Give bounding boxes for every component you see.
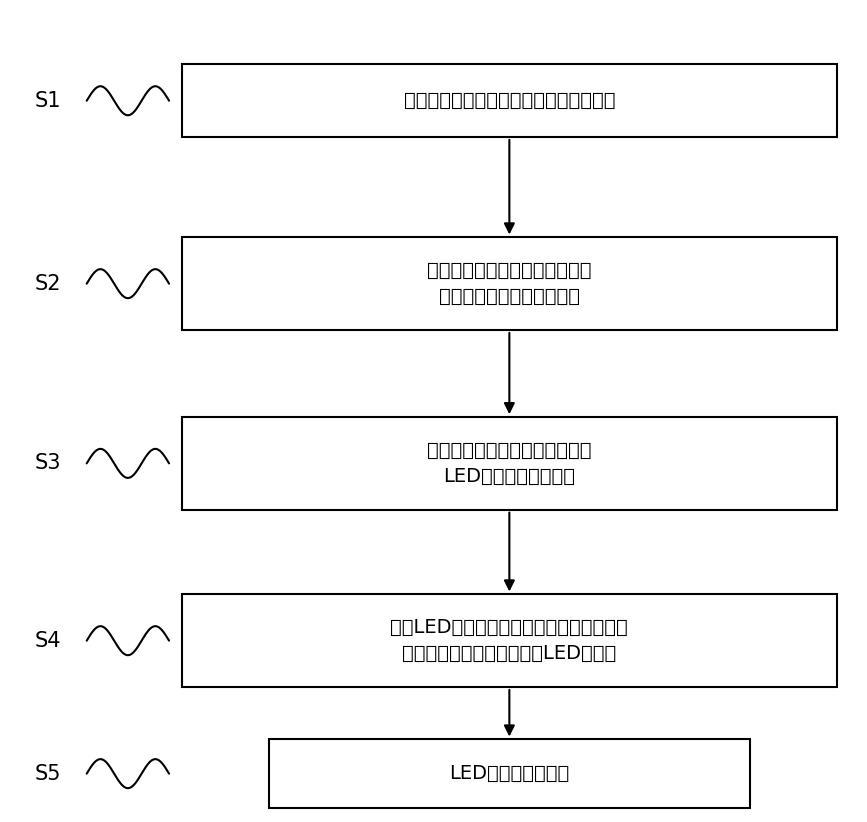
Text: 根据LED显示屏的参数信息，将显示信息整
理成符合要求的格式发送全LED显示屏: 根据LED显示屏的参数信息，将显示信息整 理成符合要求的格式发送全LED显示屏 — [390, 618, 629, 663]
Text: S3: S3 — [35, 454, 61, 473]
Text: 硬件服务器解析显示信息，读取
LED显示屏的参数信息: 硬件服务器解析显示信息，读取 LED显示屏的参数信息 — [427, 441, 591, 486]
Text: S4: S4 — [35, 630, 61, 651]
Bar — [182, 417, 837, 510]
Bar — [182, 594, 837, 687]
Bar — [182, 64, 837, 137]
Text: S5: S5 — [35, 764, 61, 783]
Text: S2: S2 — [35, 274, 61, 293]
Bar — [182, 238, 837, 330]
Bar — [269, 740, 750, 808]
Text: S1: S1 — [35, 90, 61, 111]
Text: LED显示屏显示信息: LED显示屏显示信息 — [449, 764, 570, 783]
Text: 存储模块根据显示信息的内容将
其发送到相应的硬件服务器: 存储模块根据显示信息的内容将 其发送到相应的硬件服务器 — [427, 261, 591, 307]
Text: 输入模块接收显示信息并发送到存储模块: 输入模块接收显示信息并发送到存储模块 — [404, 91, 615, 110]
